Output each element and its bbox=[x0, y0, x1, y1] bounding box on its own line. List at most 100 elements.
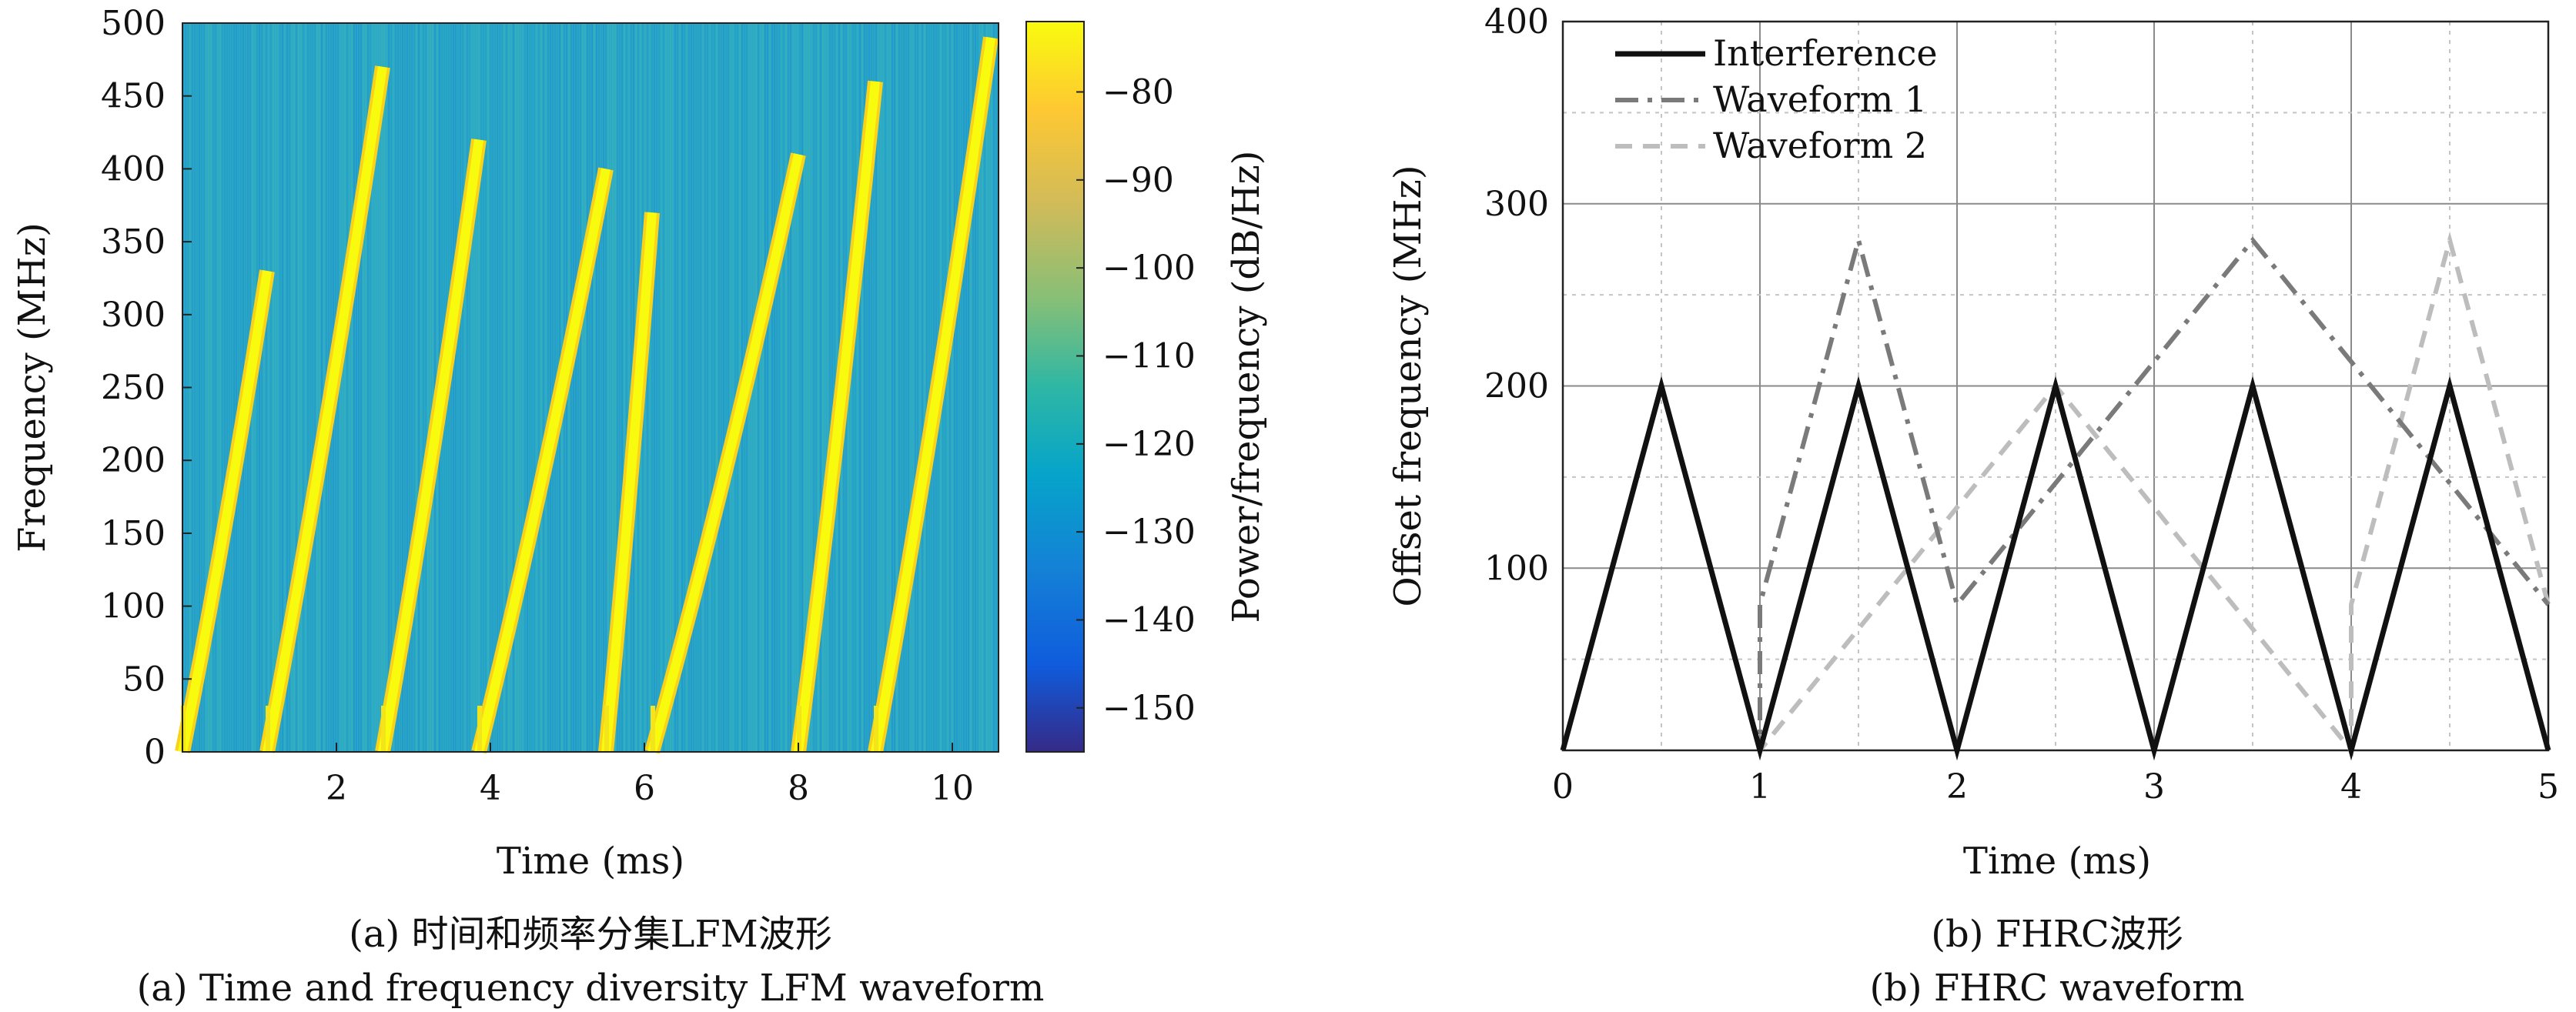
noise-stripe bbox=[418, 23, 420, 752]
noise-stripe bbox=[674, 23, 676, 752]
noise-stripe bbox=[594, 23, 595, 752]
noise-stripe bbox=[647, 23, 648, 752]
noise-stripe bbox=[698, 23, 699, 752]
noise-stripe bbox=[587, 23, 588, 752]
colorbar-tick-label: −120 bbox=[1102, 425, 1196, 464]
noise-stripe bbox=[801, 23, 803, 752]
fhrc-panel: 0 1 2 3 4 5 100 200 300 400 Time (ms) Offset fre… bbox=[1387, 2, 2559, 883]
y-tick-label: 150 bbox=[101, 514, 166, 553]
noise-stripe bbox=[903, 23, 905, 752]
noise-stripe bbox=[476, 23, 477, 752]
noise-stripe bbox=[358, 23, 360, 752]
legend-label: Waveform 1 bbox=[1713, 78, 1927, 120]
noise-stripe bbox=[852, 23, 854, 752]
fhrc-y-axis-label: Offset frequency (MHz) bbox=[1387, 165, 1430, 606]
noise-stripe bbox=[714, 23, 715, 752]
spectrogram-y-ticks: 0 50 100 150 200 250 300 350 400 450 500 bbox=[101, 4, 192, 772]
y-tick-label: 100 bbox=[101, 587, 166, 626]
noise-stripe bbox=[270, 23, 272, 752]
noise-stripe bbox=[457, 23, 459, 752]
noise-stripe bbox=[383, 23, 385, 752]
noise-stripe bbox=[307, 23, 309, 752]
noise-stripe bbox=[390, 23, 392, 752]
noise-stripe bbox=[395, 23, 396, 752]
colorbar-tick-label: −80 bbox=[1102, 72, 1174, 112]
noise-stripe bbox=[734, 23, 736, 752]
noise-stripe bbox=[755, 23, 757, 752]
noise-stripe bbox=[277, 23, 279, 752]
caption-b-english: (b) FHRC waveform bbox=[1869, 967, 2244, 1010]
noise-stripe bbox=[979, 23, 981, 752]
noise-stripe bbox=[503, 23, 505, 752]
noise-stripe bbox=[527, 23, 528, 752]
noise-stripe bbox=[811, 23, 812, 752]
noise-stripe bbox=[617, 23, 618, 752]
noise-stripe bbox=[702, 23, 704, 752]
x-tick-label: 6 bbox=[634, 769, 655, 808]
noise-stripe bbox=[309, 23, 311, 752]
chirp-start-3 bbox=[381, 706, 386, 752]
noise-stripe bbox=[882, 23, 884, 752]
noise-stripe bbox=[460, 23, 461, 752]
chirp-start-4 bbox=[477, 706, 482, 752]
chirp-start-7 bbox=[797, 706, 801, 752]
noise-stripe bbox=[545, 23, 547, 752]
noise-stripe bbox=[522, 23, 524, 752]
noise-stripe bbox=[349, 23, 350, 752]
noise-stripe bbox=[707, 23, 708, 752]
noise-stripe bbox=[661, 23, 662, 752]
noise-stripe bbox=[432, 23, 433, 752]
noise-stripe bbox=[303, 23, 304, 752]
noise-stripe bbox=[580, 23, 581, 752]
noise-stripe bbox=[524, 23, 526, 752]
noise-stripe bbox=[480, 23, 482, 752]
noise-stripe bbox=[711, 23, 713, 752]
caption-b-chinese: (b) FHRC波形 bbox=[1931, 913, 2183, 956]
y-tick-label: 300 bbox=[1484, 185, 1549, 224]
noise-stripe bbox=[323, 23, 325, 752]
noise-stripe bbox=[871, 23, 872, 752]
noise-stripe bbox=[917, 23, 918, 752]
noise-stripe bbox=[610, 23, 611, 752]
noise-stripe bbox=[344, 23, 346, 752]
noise-stripe bbox=[397, 23, 399, 752]
noise-stripe bbox=[351, 23, 353, 752]
noise-stripe bbox=[700, 23, 701, 752]
noise-stripe bbox=[236, 23, 237, 752]
chirp-4 bbox=[474, 168, 611, 753]
noise-stripe bbox=[808, 23, 810, 752]
noise-stripe bbox=[508, 23, 510, 752]
noise-stripe bbox=[513, 23, 514, 752]
noise-stripe bbox=[473, 23, 475, 752]
noise-stripe bbox=[453, 23, 454, 752]
noise-stripe bbox=[908, 23, 909, 752]
noise-stripe bbox=[679, 23, 681, 752]
noise-stripe bbox=[226, 23, 228, 752]
noise-stripe bbox=[346, 23, 348, 752]
noise-stripe bbox=[905, 23, 907, 752]
noise-stripe bbox=[663, 23, 664, 752]
colorbar-ticks: −80 −90 −100 −110 −120 −130 −140 −150 bbox=[1076, 72, 1196, 728]
colorbar-tick-label: −150 bbox=[1102, 689, 1196, 728]
noise-stripe bbox=[342, 23, 343, 752]
fhrc-x-axis-label: Time (ms) bbox=[1963, 840, 2151, 883]
noise-stripe bbox=[485, 23, 487, 752]
noise-stripe bbox=[367, 23, 369, 752]
y-tick-label: 350 bbox=[101, 222, 166, 262]
y-tick-label: 100 bbox=[1484, 549, 1549, 588]
fhrc-grid bbox=[1563, 22, 2548, 750]
y-tick-label: 300 bbox=[101, 296, 166, 335]
noise-stripe bbox=[799, 23, 801, 752]
noise-stripe bbox=[762, 23, 764, 752]
noise-stripe bbox=[958, 23, 960, 752]
noise-stripe bbox=[233, 23, 235, 752]
noise-stripe bbox=[764, 23, 766, 752]
noise-stripe bbox=[975, 23, 976, 752]
noise-stripe bbox=[670, 23, 671, 752]
noise-stripe bbox=[409, 23, 410, 752]
chirp-start-5 bbox=[604, 706, 609, 752]
legend-label: Waveform 2 bbox=[1713, 125, 1927, 166]
noise-stripe bbox=[273, 23, 274, 752]
noise-stripe bbox=[993, 23, 995, 752]
